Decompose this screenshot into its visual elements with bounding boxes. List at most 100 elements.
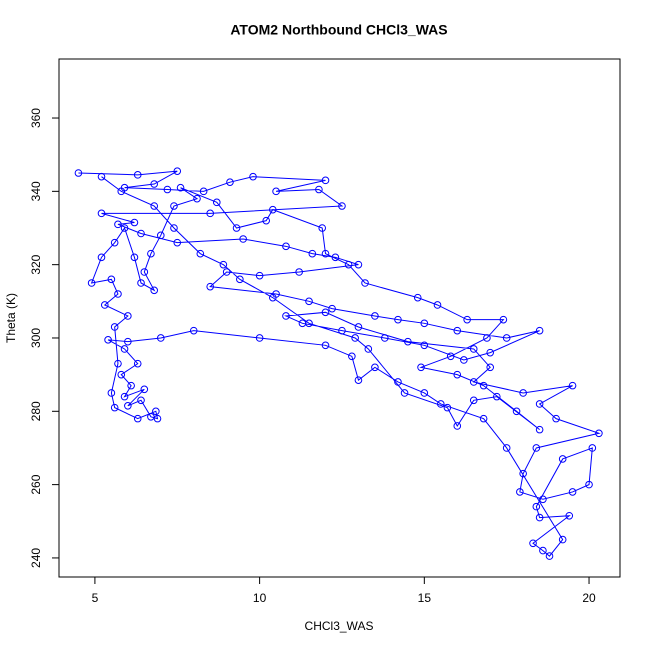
y-tick-label: 300 bbox=[29, 328, 43, 348]
data-point bbox=[199, 187, 208, 196]
x-tick-label: 20 bbox=[582, 591, 596, 605]
data-point bbox=[331, 253, 340, 262]
data-point bbox=[137, 396, 145, 405]
data-point bbox=[150, 202, 159, 210]
data-point bbox=[124, 337, 132, 346]
data-point bbox=[117, 187, 126, 196]
data-point bbox=[150, 180, 159, 188]
data-point bbox=[170, 202, 178, 210]
data-point bbox=[219, 260, 228, 269]
data-point bbox=[133, 414, 142, 423]
data-point bbox=[539, 495, 547, 504]
data-point bbox=[156, 231, 165, 240]
data-point bbox=[222, 268, 231, 276]
data-point bbox=[535, 326, 544, 335]
data-point bbox=[255, 271, 264, 280]
data-point bbox=[483, 334, 491, 342]
data-point bbox=[371, 312, 379, 320]
data-point bbox=[120, 392, 129, 401]
data-point bbox=[97, 209, 106, 218]
data-point bbox=[193, 194, 201, 203]
chart-title: ATOM2 Northbound CHCl3_WAS bbox=[230, 22, 447, 38]
data-point bbox=[114, 290, 122, 298]
data-point bbox=[552, 414, 560, 423]
data-point bbox=[469, 345, 478, 353]
x-tick-label: 5 bbox=[92, 591, 99, 605]
data-point bbox=[295, 268, 303, 276]
data-point bbox=[354, 323, 363, 331]
x-axis-label: CHCl3_WAS bbox=[305, 619, 374, 633]
data-point bbox=[100, 301, 109, 309]
data-point bbox=[282, 312, 290, 320]
data-point bbox=[170, 224, 178, 232]
y-tick-label: 340 bbox=[29, 181, 43, 201]
data-point bbox=[535, 400, 544, 408]
data-point bbox=[104, 336, 112, 344]
data-point bbox=[150, 286, 159, 295]
data-point bbox=[532, 502, 541, 511]
data-point bbox=[74, 169, 83, 177]
data-point bbox=[394, 315, 402, 324]
data-point bbox=[226, 178, 234, 186]
data-point bbox=[239, 235, 247, 243]
data-point bbox=[512, 407, 521, 416]
data-point bbox=[315, 185, 323, 194]
y-tick-label: 280 bbox=[29, 401, 43, 421]
data-point bbox=[371, 363, 379, 372]
data-point bbox=[558, 535, 567, 544]
data-point bbox=[272, 187, 280, 196]
data-point bbox=[486, 348, 495, 357]
y-tick-label: 320 bbox=[29, 254, 43, 274]
data-point bbox=[519, 389, 527, 397]
y-tick-label: 360 bbox=[29, 108, 43, 128]
data-point bbox=[453, 422, 462, 430]
data-point bbox=[348, 352, 356, 361]
data-point bbox=[206, 209, 215, 218]
data-point bbox=[110, 238, 119, 247]
data-point bbox=[453, 370, 462, 379]
data-point bbox=[420, 389, 429, 397]
data-point bbox=[380, 334, 389, 342]
data-point bbox=[463, 315, 471, 324]
data-point bbox=[532, 444, 541, 452]
data-point bbox=[453, 326, 462, 335]
data-point bbox=[394, 378, 402, 386]
data-point bbox=[137, 229, 145, 238]
data-point bbox=[420, 319, 429, 328]
data-point bbox=[328, 304, 336, 313]
data-point bbox=[268, 293, 277, 302]
data-point bbox=[535, 513, 544, 522]
data-point bbox=[502, 444, 511, 452]
data-point bbox=[417, 363, 425, 372]
data-point bbox=[107, 275, 116, 284]
data-point bbox=[516, 488, 524, 496]
data-point bbox=[236, 275, 244, 284]
data-point bbox=[568, 488, 577, 496]
data-point bbox=[114, 220, 122, 229]
data-point bbox=[446, 352, 455, 361]
data-point bbox=[364, 345, 373, 353]
data-point bbox=[156, 334, 165, 342]
data-point bbox=[413, 293, 422, 302]
data-point bbox=[152, 407, 160, 416]
data-point bbox=[120, 224, 129, 232]
data-point bbox=[97, 253, 106, 262]
data-point bbox=[110, 403, 119, 412]
data-point bbox=[176, 183, 185, 192]
data-point bbox=[232, 224, 241, 232]
data-point bbox=[262, 216, 271, 225]
data-point bbox=[486, 363, 495, 372]
data-point bbox=[535, 425, 544, 434]
data-point bbox=[595, 429, 603, 438]
data-point bbox=[114, 359, 122, 368]
data-point bbox=[479, 381, 488, 390]
data-point bbox=[140, 385, 149, 394]
x-tick-label: 10 bbox=[253, 591, 267, 605]
data-point bbox=[420, 341, 429, 350]
data-point bbox=[321, 176, 330, 185]
data-point bbox=[588, 444, 597, 452]
y-axis-label: Theta (K) bbox=[4, 293, 18, 343]
data-point bbox=[529, 539, 537, 548]
data-point bbox=[140, 268, 149, 276]
